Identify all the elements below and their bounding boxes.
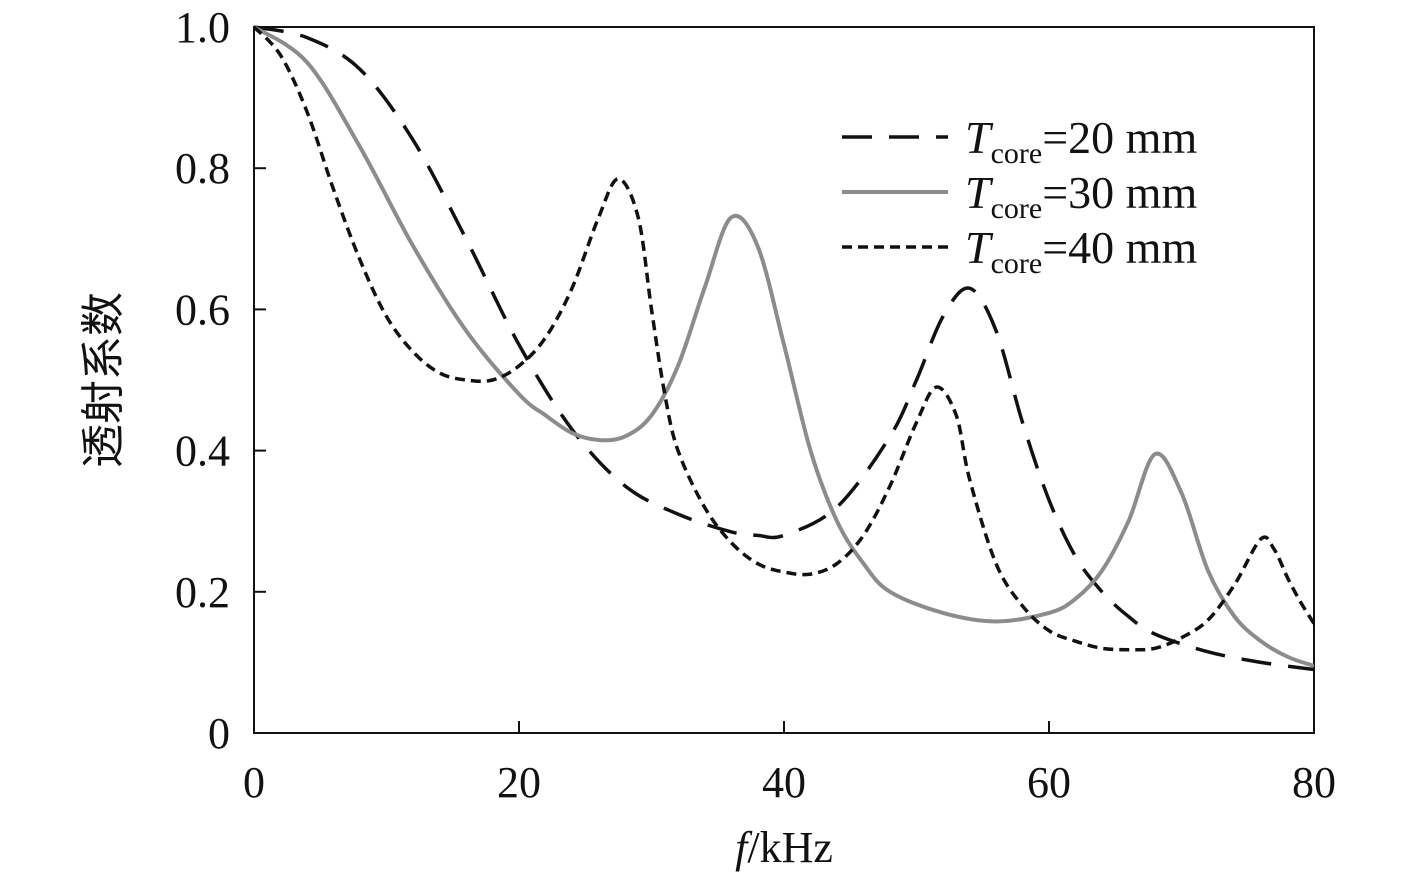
y-axis-title: 透射系数 xyxy=(79,292,128,468)
series-layer xyxy=(254,25,1314,672)
legend: Tcore=20 mm Tcore=30 mm Tcore=40 mm xyxy=(842,112,1197,280)
series-line-tcore-20 xyxy=(254,25,1314,672)
x-tick-label: 0 xyxy=(243,758,265,807)
series-line-tcore-40 xyxy=(254,25,1314,652)
x-axis-title: f/kHz xyxy=(735,823,833,872)
x-tick-label: 80 xyxy=(1292,758,1336,807)
y-tick-label: 1.0 xyxy=(175,3,230,52)
legend-label-tcore-20: Tcore=20 mm xyxy=(965,112,1197,170)
x-axis-ticks: 0 20 40 60 80 xyxy=(243,721,1336,807)
y-axis-ticks: 0 0.2 0.4 0.6 0.8 1.0 xyxy=(175,3,266,758)
x-tick-label: 40 xyxy=(762,758,806,807)
y-tick-label: 0.4 xyxy=(175,427,230,476)
legend-label-tcore-30: Tcore=30 mm xyxy=(965,167,1197,225)
y-tick-label: 0.2 xyxy=(175,568,230,617)
x-tick-label: 20 xyxy=(497,758,541,807)
y-tick-label: 0.8 xyxy=(175,144,230,193)
y-tick-label: 0.6 xyxy=(175,285,230,334)
y-tick-label: 0 xyxy=(208,709,230,758)
legend-label-tcore-40: Tcore=40 mm xyxy=(965,222,1197,280)
x-tick-label: 60 xyxy=(1027,758,1071,807)
